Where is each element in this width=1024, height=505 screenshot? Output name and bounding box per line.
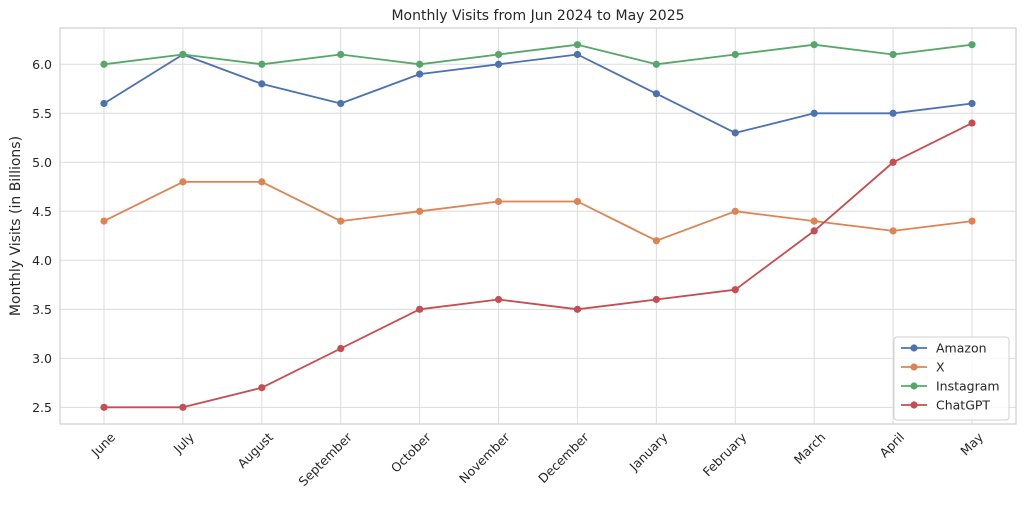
data-point-x (179, 178, 187, 186)
data-point-instagram (416, 60, 424, 68)
plot-border (59, 27, 1017, 425)
y-tick-label: 5.0 (32, 155, 52, 170)
data-point-amazon (416, 70, 424, 78)
data-point-amazon (258, 80, 266, 88)
y-tick-label: 5.5 (32, 106, 52, 121)
data-point-instagram (179, 50, 187, 59)
data-point-chatgpt (731, 286, 739, 294)
data-point-x (731, 207, 739, 215)
data-point-chatgpt (968, 119, 976, 127)
y-tick-label: 3.0 (32, 351, 52, 366)
data-point-instagram (731, 50, 739, 59)
data-point-chatgpt (337, 344, 345, 353)
data-point-instagram (494, 50, 503, 59)
legend-label-x: X (936, 360, 945, 375)
data-point-chatgpt (573, 305, 582, 313)
data-point-amazon (337, 99, 345, 108)
y-tick-label: 6.0 (32, 57, 52, 72)
data-point-amazon (968, 99, 976, 108)
data-point-x (416, 207, 424, 215)
legend-marker-chatgpt (910, 401, 918, 409)
data-point-chatgpt (889, 158, 897, 166)
data-point-amazon (889, 109, 897, 117)
data-point-chatgpt (416, 305, 424, 313)
data-point-amazon (100, 99, 108, 108)
data-point-chatgpt (494, 295, 503, 304)
data-point-chatgpt (258, 384, 266, 392)
legend-marker-amazon (910, 344, 918, 352)
data-point-instagram (652, 60, 660, 68)
legend: Amazon X Instagram ChatGPT (893, 336, 1010, 421)
legend-marker-x (910, 363, 918, 371)
data-point-instagram (258, 60, 266, 68)
plot-background (60, 28, 1016, 424)
data-point-x (258, 178, 266, 186)
series-line-amazon (103, 53, 973, 134)
legend-marker-instagram (910, 382, 918, 390)
data-point-instagram (337, 50, 345, 59)
y-tick-label: 4.5 (32, 204, 52, 219)
series-line-chatgpt (104, 122, 973, 409)
series-line-x (103, 180, 973, 242)
data-point-x (337, 217, 345, 225)
data-point-amazon (731, 129, 739, 137)
legend-label-chatgpt: ChatGPT (936, 398, 990, 413)
data-point-chatgpt (652, 295, 660, 304)
chart-title: Monthly Visits from Jun 2024 to May 2025 (391, 8, 684, 24)
data-point-chatgpt (810, 227, 818, 235)
legend-label-amazon: Amazon (936, 341, 987, 356)
data-point-instagram (968, 41, 976, 49)
legend-box (893, 336, 1010, 421)
data-point-instagram (889, 50, 897, 59)
y-tick-label: 4.0 (32, 253, 52, 268)
data-point-instagram (100, 60, 108, 68)
data-point-x (652, 237, 660, 245)
data-point-x (573, 197, 582, 206)
series-line-instagram (103, 43, 973, 66)
legend-label-instagram: Instagram (936, 379, 1000, 394)
data-point-instagram (810, 41, 818, 49)
data-point-instagram (573, 41, 582, 49)
data-point-x (100, 217, 108, 225)
y-axis-label: Monthly Visits (in Billions) (8, 136, 24, 316)
data-point-amazon (652, 90, 660, 98)
data-point-amazon (810, 109, 818, 117)
data-point-x (494, 197, 503, 206)
y-tick-label: 3.5 (32, 302, 52, 317)
data-point-x (889, 227, 897, 235)
data-point-amazon (494, 60, 503, 68)
data-point-x (810, 217, 818, 225)
y-tick-label: 2.5 (32, 400, 52, 415)
data-point-amazon (573, 50, 582, 59)
data-point-chatgpt (100, 403, 108, 411)
data-point-x (968, 217, 976, 225)
data-point-chatgpt (179, 403, 187, 411)
